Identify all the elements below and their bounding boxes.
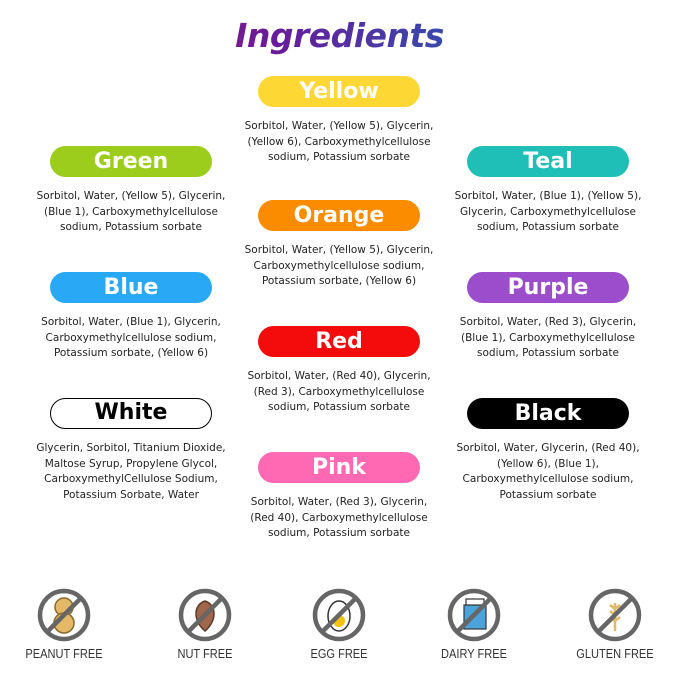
color-pill: Orange [258,200,420,231]
ingredient-list: Sorbitol, Water, (Blue 1), (Yellow 5), G… [454,190,642,233]
ingredient-list: Sorbitol, Water, (Red 3), Glycerin, (Red… [250,496,428,539]
ingredient-list: Sorbitol, Water, (Yellow 5), Glycerin, C… [244,244,434,287]
color-card-blue: Blue Sorbitol, Water, (Blue 1), Glycerin,… [31,272,231,362]
color-pill: Purple [467,272,629,303]
gluten-free-icon [588,588,642,642]
page-title: Ingredients [0,16,679,55]
color-card-black: Black Sorbitol, Water, Glycerin, (Red 40)… [448,398,648,503]
color-card-red: Red Sorbitol, Water, (Red 40), Glycerin, … [239,326,439,416]
badge-label: EGG FREE [310,646,368,661]
color-card-pink: Pink Sorbitol, Water, (Red 3), Glycerin, … [239,452,439,542]
color-card-green: Green Sorbitol, Water, (Yellow 5), Glycer… [31,146,231,236]
dairy-free-icon [447,588,501,642]
nut-free-icon [178,588,232,642]
ingredient-list: Sorbitol, Water, (Red 40), Glycerin, (Re… [247,370,431,413]
color-pill: Yellow [258,76,420,107]
color-card-teal: Teal Sorbitol, Water, (Blue 1), (Yellow 5… [448,146,648,236]
ingredient-list: Sorbitol, Water, (Yellow 5), Glycerin, (… [36,190,226,233]
badge-label: DAIRY FREE [441,646,507,661]
ingredient-list: Glycerin, Sorbitol, Titanium Dioxide, Ma… [36,442,226,501]
ingredient-list: Sorbitol, Water, (Yellow 5), Glycerin, (… [244,120,434,163]
color-card-purple: Purple Sorbitol, Water, (Red 3), Glycerin… [448,272,648,362]
badge-label: PEANUT FREE [25,646,103,661]
color-card-orange: Orange Sorbitol, Water, (Yellow 5), Glyce… [239,200,439,290]
badge-label: NUT FREE [177,646,233,661]
color-pill: White [50,398,212,429]
color-pill: Teal [467,146,629,177]
badge-label: GLUTEN FREE [576,646,654,661]
color-pill: Green [50,146,212,177]
color-pill: Pink [258,452,420,483]
color-card-white: White Glycerin, Sorbitol, Titanium Dioxid… [31,398,231,503]
ingredient-list: Sorbitol, Water, (Red 3), Glycerin, (Blu… [459,316,637,359]
egg-free-icon [312,588,366,642]
ingredient-list: Sorbitol, Water, (Blue 1), Glycerin, Car… [41,316,221,359]
peanut-free-icon [37,588,91,642]
color-card-yellow: Yellow Sorbitol, Water, (Yellow 5), Glyce… [239,76,439,166]
color-pill: Blue [50,272,212,303]
color-pill: Black [467,398,629,429]
color-pill: Red [258,326,420,357]
ingredient-list: Sorbitol, Water, Glycerin, (Red 40), (Ye… [456,442,640,501]
